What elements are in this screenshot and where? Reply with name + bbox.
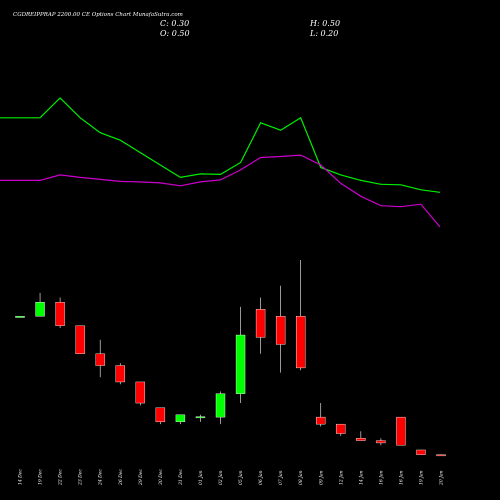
open-value: O: 0.50: [160, 29, 190, 38]
candle: [376, 438, 386, 446]
x-tick-label: 19 Jan: [419, 470, 425, 485]
candle: [135, 381, 146, 406]
x-tick-label: 30 Dec: [158, 469, 164, 485]
candle: [75, 325, 85, 355]
x-tick-label: 12 Jan: [338, 470, 344, 485]
x-tick-label: 05 Jan: [238, 470, 244, 485]
candlesticks: [15, 260, 446, 457]
x-axis-tick-labels: 14 Dec 19 Dec 22 Dec 23 Dec 24 Dec 26 Dec 29 D…: [18, 469, 445, 486]
x-tick-label: 20 Jan: [439, 470, 445, 486]
candle-body: [235, 334, 246, 394]
candle: [275, 285, 286, 373]
ma-slow-line: [0, 154, 441, 228]
candle: [436, 454, 446, 457]
x-tick-label: 02 Jan: [218, 470, 224, 485]
x-tick-label: 23 Dec: [78, 469, 84, 486]
x-tick-label: 19 Dec: [38, 469, 44, 485]
candle-body: [195, 416, 206, 419]
candle-body: [416, 449, 426, 455]
x-tick-label: 16 Jan: [398, 470, 404, 485]
high-value: H: 0.50: [309, 19, 340, 28]
x-tick-label: 24 Dec: [98, 469, 104, 486]
candle: [215, 391, 226, 425]
candle: [235, 306, 246, 404]
candle-body: [396, 416, 406, 446]
chart-title: CGDREIPPRAP 2200.00 CE Options Chart Mun…: [13, 12, 183, 18]
candle-body: [215, 393, 226, 418]
candle: [35, 292, 45, 317]
candle-body: [55, 302, 65, 326]
x-tick-label: 29 Dec: [138, 469, 144, 486]
candle-body: [376, 440, 386, 444]
candle: [396, 416, 406, 446]
candle-body: [275, 316, 286, 345]
candle-body: [436, 454, 446, 457]
candle: [115, 363, 125, 385]
candle-body: [115, 365, 125, 383]
low-value: L: 0.20: [309, 29, 338, 38]
x-tick-label: 31 Dec: [178, 469, 184, 485]
candle: [356, 431, 366, 441]
candle: [416, 449, 426, 455]
candle-body: [175, 414, 186, 423]
candle: [316, 403, 326, 427]
candle: [55, 297, 65, 329]
candle-body: [95, 353, 105, 366]
x-tick-label: 16 Jan: [378, 470, 384, 485]
candle: [155, 407, 166, 425]
candle-body: [15, 316, 25, 318]
x-tick-label: 07 Jan: [278, 470, 284, 485]
moving-average-lines: [0, 97, 441, 228]
candle-body: [35, 302, 45, 317]
x-tick-label: 06 Jan: [258, 470, 264, 485]
candle-body: [135, 381, 146, 404]
x-tick-label: 14 Dec: [18, 469, 24, 485]
candle: [95, 339, 105, 378]
candle: [175, 414, 186, 425]
candle-body: [296, 316, 306, 369]
candle-body: [336, 423, 346, 434]
candle: [336, 423, 346, 436]
candle-body: [255, 309, 266, 338]
close-value: C: 0.30: [160, 19, 189, 28]
candle: [296, 260, 306, 371]
candle-body: [316, 416, 326, 425]
candle-body: [155, 407, 166, 423]
x-tick-label: 08 Jan: [298, 470, 304, 485]
candle-body: [356, 438, 366, 441]
candle-body: [75, 325, 85, 355]
x-tick-label: 14 Jan: [358, 470, 364, 485]
x-tick-label: 22 Dec: [58, 469, 64, 486]
x-tick-label: 09 Jan: [318, 470, 324, 485]
x-tick-label: 01 Jan: [198, 470, 204, 485]
x-tick-label: 26 Dec: [118, 469, 124, 486]
candle: [15, 316, 25, 318]
candle: [255, 297, 266, 354]
ma-fast-line: [0, 97, 441, 193]
candle: [195, 414, 206, 422]
